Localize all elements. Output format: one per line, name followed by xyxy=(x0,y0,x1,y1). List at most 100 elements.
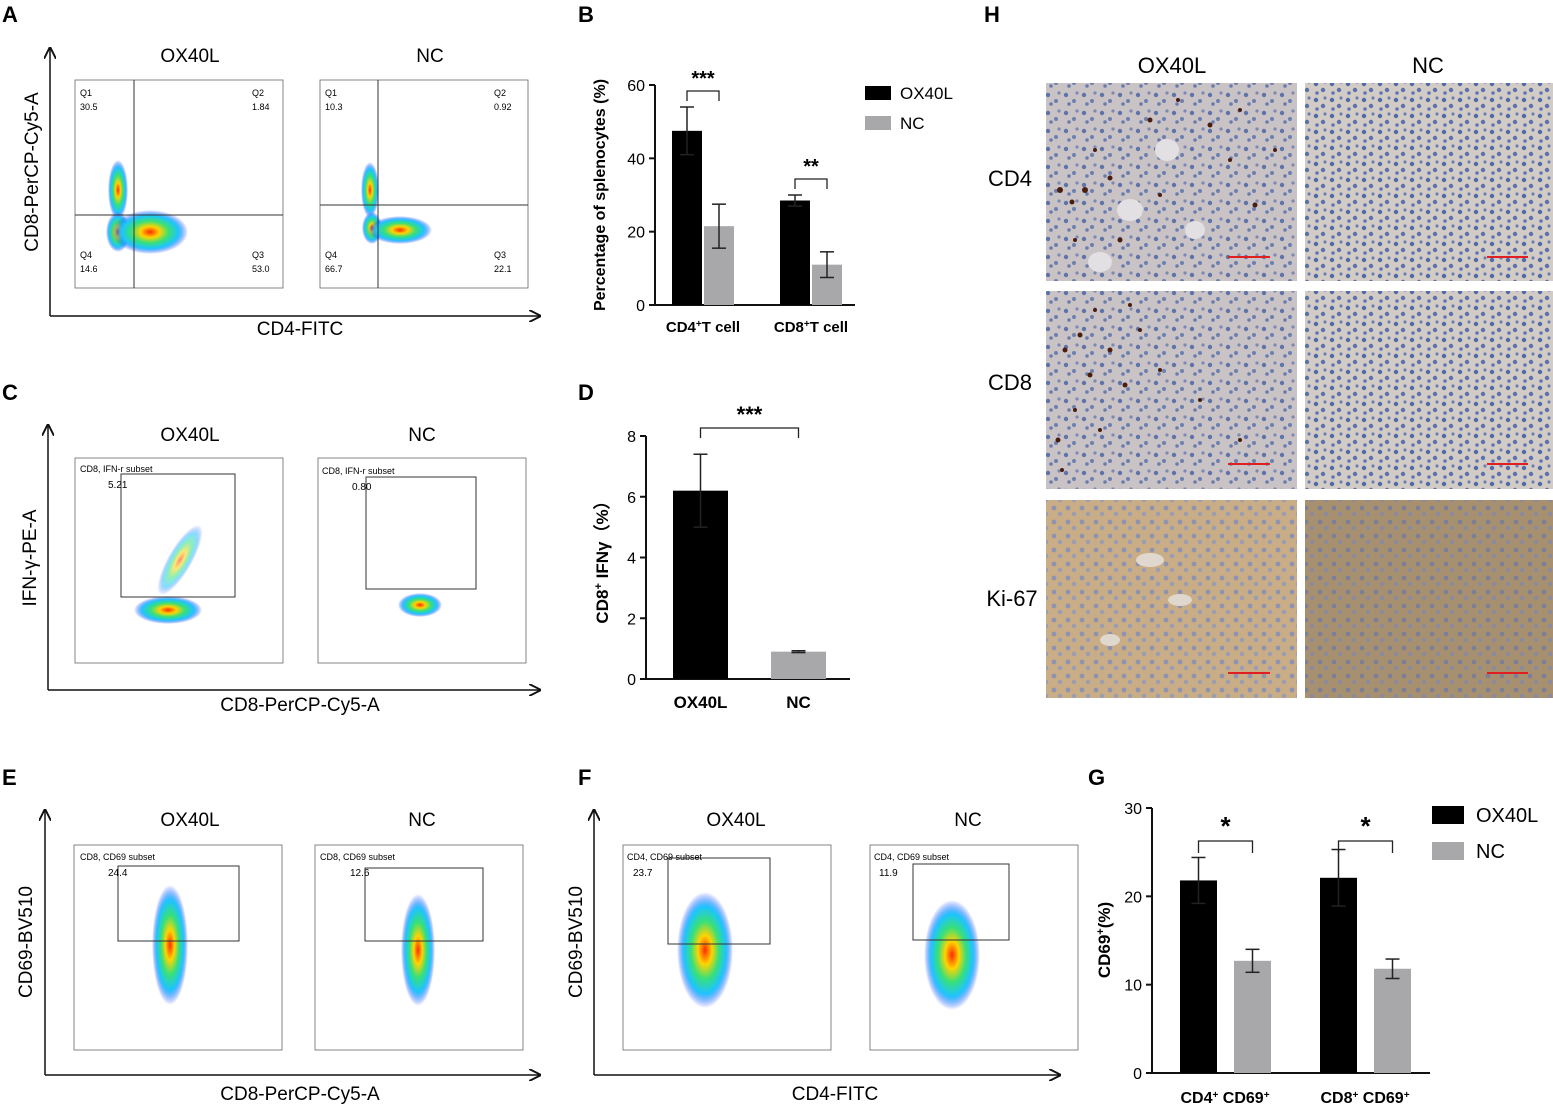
significance-label: *** xyxy=(737,402,763,427)
x-category-label: CD4+T cell xyxy=(666,319,740,337)
x-category-label-part: CD8 xyxy=(774,319,804,336)
y-tick-label: 30 xyxy=(1124,801,1142,818)
cell-population xyxy=(134,596,202,624)
y-tick-label: 40 xyxy=(627,151,645,168)
x-category-label-part: CD4 xyxy=(1180,1090,1212,1107)
flow-plot-title: OX40L xyxy=(706,810,765,831)
cell-population xyxy=(924,900,980,1010)
panel-c-y-label: IFN-γ-PE-A xyxy=(20,509,41,606)
ihc-column-label: OX40L xyxy=(1138,53,1207,78)
panel-letter-g: G xyxy=(1088,765,1105,790)
y-tick-label: 60 xyxy=(627,78,645,95)
panel-f-y-label: CD69-BV510 xyxy=(566,886,587,998)
x-category-label: CD8+ CD69+ xyxy=(1320,1090,1409,1107)
gate-box xyxy=(117,865,240,942)
quadrant-value: 66.7 xyxy=(325,264,343,274)
x-category-label-part: + xyxy=(1212,1090,1218,1101)
ihc-image-cd8-nc xyxy=(1305,291,1553,489)
ihc-image-cd8-ox40l xyxy=(1046,291,1297,489)
bar-ox40l xyxy=(672,130,702,305)
quadrant-value: 22.1 xyxy=(494,264,512,274)
x-category-label-part: T cell xyxy=(702,319,740,336)
panel-c-x-label: CD8-PerCP-Cy5-A xyxy=(220,695,380,716)
flow-plot-title: OX40L xyxy=(160,46,219,67)
x-category-label: CD4+ CD69+ xyxy=(1180,1090,1269,1107)
gate-box xyxy=(364,867,484,942)
significance-bracket xyxy=(794,178,828,189)
gate-label: CD8, IFN-r subset xyxy=(322,466,395,476)
flow-plot-title: NC xyxy=(416,46,443,67)
x-category-label-part: CD8 xyxy=(1320,1090,1352,1107)
panel-letter-h: H xyxy=(984,2,1000,27)
quadrant-label: Q1 xyxy=(325,88,337,98)
x-category-label-part: CD69 xyxy=(1218,1090,1263,1107)
legend-swatch-nc xyxy=(1432,842,1464,860)
gate-box xyxy=(120,473,236,598)
significance-bracket xyxy=(699,427,800,438)
panel-f-x-label: CD4-FITC xyxy=(792,1084,879,1105)
significance-label: * xyxy=(1220,811,1231,841)
bar-ox40l xyxy=(1180,880,1217,1073)
bar-ox40l xyxy=(780,200,810,305)
ihc-column-label: NC xyxy=(1412,53,1444,78)
flow-plot-title: NC xyxy=(408,810,435,831)
significance-bracket xyxy=(1337,840,1394,853)
y-axis-label: CD8+ IFNγ（%） xyxy=(592,492,612,623)
y-tick-label: 4 xyxy=(627,551,636,568)
legend-label: NC xyxy=(1476,841,1505,863)
legend-label: OX40L xyxy=(900,84,953,103)
flow-plot-a-ox40l: OX40L Q1 30.5 Q2 1.84 Q4 14.6 Q3 53.0 xyxy=(74,46,284,289)
y-axis-label-part: (%) xyxy=(1095,902,1114,928)
panel-e-x-label: CD8-PerCP-Cy5-A xyxy=(220,1084,380,1105)
x-category-label-part: + xyxy=(1404,1090,1410,1101)
gate-label: CD8, IFN-r subset xyxy=(80,464,153,474)
panel-e-y-label: CD69-BV510 xyxy=(16,886,37,998)
panel-letter-d: D xyxy=(578,380,594,405)
flow-plot-frame xyxy=(317,457,527,664)
bar-nc xyxy=(771,651,826,679)
ihc-image-ki67-ox40l xyxy=(1046,500,1297,698)
flow-plot-e-ox40l: OX40L CD8, CD69 subset 24.4 xyxy=(73,810,283,1051)
bar-nc xyxy=(1374,968,1411,1073)
panel-letter-e: E xyxy=(2,765,17,790)
panel-h: OX40L NC CD4 CD8 Ki-67 xyxy=(986,53,1553,698)
legend-swatch-ox40l xyxy=(865,86,891,100)
y-axis-label-part: CD69 xyxy=(1095,935,1114,978)
flow-plot-frame xyxy=(319,79,529,289)
panel-e: CD69-BV510 CD8-PerCP-Cy5-A OX40L CD8, CD… xyxy=(16,810,540,1105)
cell-population xyxy=(361,162,379,218)
panel-letter-f: F xyxy=(578,765,591,790)
x-category-label: OX40L xyxy=(674,693,728,712)
bar-nc xyxy=(1234,960,1271,1073)
gate-box xyxy=(667,857,771,945)
panel-a: CD8-PerCP-Cy5-A CD4-FITC OX40L Q1 30.5 Q… xyxy=(22,46,540,340)
y-axis-label-part: CD8 xyxy=(593,590,612,624)
flow-plot-a-nc: NC Q1 10.3 Q2 0.92 Q4 66.7 Q3 22.1 xyxy=(319,46,529,289)
quadrant-value: 30.5 xyxy=(80,102,98,112)
legend-swatch-ox40l xyxy=(1432,806,1464,824)
flow-plot-title: OX40L xyxy=(160,810,219,831)
panel-f: CD69-BV510 CD4-FITC OX40L CD4, CD69 subs… xyxy=(566,810,1079,1105)
y-axis-label-part: + xyxy=(593,583,605,589)
quadrant-value: 1.84 xyxy=(252,102,270,112)
gate-value: 12.6 xyxy=(350,868,370,879)
significance-label: * xyxy=(1360,811,1371,841)
y-axis-label: CD69+(%) xyxy=(1095,902,1114,978)
y-tick-label: 0 xyxy=(636,298,645,315)
gate-value: 11.9 xyxy=(879,868,898,879)
x-category-label-part: T cell xyxy=(810,319,848,336)
gate-label: CD4, CD69 subset xyxy=(627,852,703,862)
quadrant-value: 10.3 xyxy=(325,102,343,112)
cell-population xyxy=(677,892,733,1008)
x-category-label-part: CD4 xyxy=(666,319,697,336)
bar-chart-b: 0 20 40 60 Percentage of splenocytes (%) *** C… xyxy=(592,68,953,336)
y-axis-label-part: IFNγ（%） xyxy=(592,492,612,583)
x-category-label: CD8+T cell xyxy=(774,319,848,337)
gate-box xyxy=(365,476,477,590)
quadrant-label: Q4 xyxy=(80,250,92,260)
significance-label: ** xyxy=(803,156,819,178)
quadrant-value: 0.92 xyxy=(494,102,512,112)
quadrant-label: Q2 xyxy=(252,88,264,98)
flow-plot-f-ox40l: OX40L CD4, CD69 subset 23.7 xyxy=(622,810,832,1051)
